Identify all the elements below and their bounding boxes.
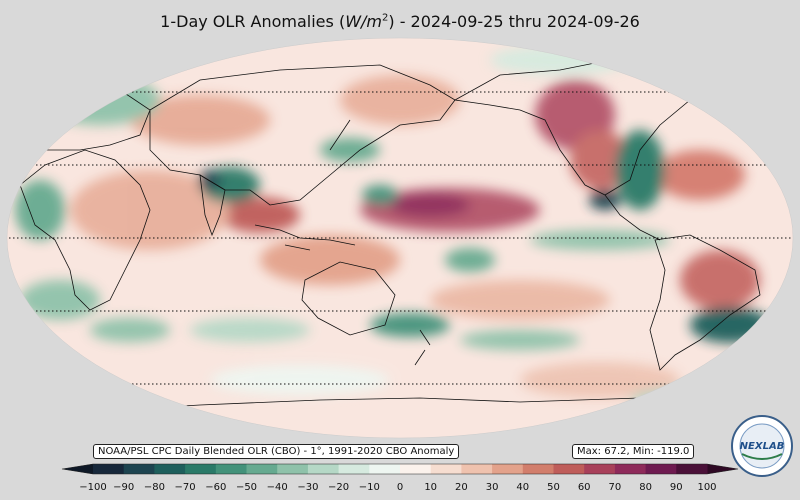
colorbar-max-extension [707, 464, 738, 474]
colorbar-min-extension [62, 464, 93, 474]
colorbar-segment [93, 464, 125, 474]
colorbar-tick-label: −50 [235, 482, 258, 493]
colorbar-segment [277, 464, 309, 474]
olr-anomaly-map [6, 37, 794, 439]
map-title: 1-Day OLR Anomalies (W/m2) - 2024-09-25 … [0, 12, 800, 31]
colorbar-segment [584, 464, 616, 474]
colorbar-tick-label: −20 [328, 482, 350, 493]
india-outline [199, 174, 226, 237]
colorbar-border [61, 463, 739, 475]
title-unit: W/m [345, 12, 382, 31]
colorbar-tick-label: 80 [639, 482, 652, 493]
colorbar-tick-label: −70 [174, 482, 196, 493]
colorbar-tick-label: 10 [424, 482, 438, 493]
title-suffix: ) - 2024-09-25 thru 2024-09-26 [388, 12, 640, 31]
japan-outline [329, 119, 351, 151]
colorbar-tick-label: 100 [697, 482, 717, 493]
colorbar [61, 463, 739, 475]
stats-label: Max: 67.2, Min: -119.0 [572, 444, 695, 459]
colorbar-segment [522, 464, 554, 474]
colorbar-segment [400, 464, 432, 474]
greenland-outline [689, 49, 746, 96]
colorbar-segment [246, 464, 278, 474]
colorbar-tick-label: −80 [143, 482, 165, 493]
north-america-outline [453, 59, 691, 196]
latitude-gridlines [7, 91, 793, 385]
colorbar-tick-label: −10 [358, 482, 380, 493]
colorbar-tick-label: −100 [79, 482, 107, 493]
colorbar-segment [369, 464, 401, 474]
colorbar-tick-label: 20 [455, 482, 468, 493]
colorbar-segment [307, 464, 340, 474]
logo-text: NEXLAB [740, 441, 785, 452]
colorbar-segment [614, 464, 647, 474]
colorbar-segment [430, 464, 462, 474]
colorbar-segment [676, 464, 708, 474]
colorbar-tick-label: −30 [297, 482, 319, 493]
colorbar-tick-label: 30 [485, 482, 499, 493]
colorbar-segment [215, 464, 247, 474]
south-america-outline [649, 234, 761, 371]
nexlab-logo: NEXLAB [731, 415, 793, 477]
colorbar-segment [154, 464, 186, 474]
colorbar-segment [461, 464, 493, 474]
title-unit-exponent: 2 [381, 12, 389, 24]
colorbar-segment [123, 464, 155, 474]
colorbar-tick-label: 0 [396, 482, 404, 493]
africa-outline [19, 149, 151, 311]
title-prefix: 1-Day OLR Anomalies ( [160, 12, 346, 31]
indonesia-outline [254, 224, 356, 251]
colorbar-tick-label: 60 [577, 482, 591, 493]
source-label: NOAA/PSL CPC Daily Blended OLR (CBO) - 1… [93, 444, 460, 459]
globe-outline [6, 37, 794, 439]
colorbar-tick-label: −60 [205, 482, 227, 493]
colorbar-ticks: −100 −90 −80 −70 −60 −50 −40 −30 −20 −10 0 10 20 30 40… [0, 482, 800, 496]
new-zealand-outline [414, 329, 431, 366]
colorbar-segment [645, 464, 677, 474]
colorbar-segment [338, 464, 370, 474]
colorbar-segment [553, 464, 585, 474]
colorbar-segment [492, 464, 524, 474]
colorbar-tick-label: −90 [113, 482, 135, 493]
australia-outline [301, 261, 396, 336]
asia-outline [149, 64, 456, 206]
central-america-outline [604, 194, 661, 241]
colorbar-tick-label: 50 [547, 482, 560, 493]
colorbar-tick-label: 90 [669, 482, 683, 493]
colorbar-tick-label: −40 [266, 482, 288, 493]
colorbar-segment [185, 464, 217, 474]
colorbar-tick-label: 70 [608, 482, 622, 493]
colorbar-tick-label: 40 [516, 482, 530, 493]
